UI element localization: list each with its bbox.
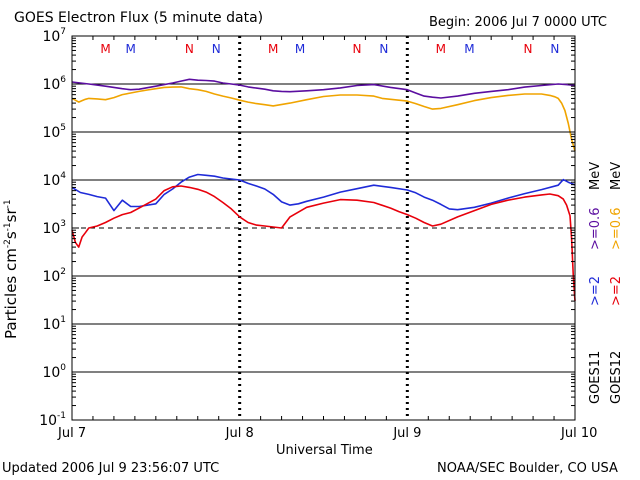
legend-ge2-text: >=2 bbox=[588, 275, 603, 306]
updated-timestamp: Updated 2006 Jul 9 23:56:07 UTC bbox=[2, 461, 220, 476]
y-tick-label: 104 bbox=[42, 171, 66, 189]
noon-midnight-marker: N bbox=[379, 42, 388, 56]
legend-goes12-ge06: >=0.6 bbox=[609, 207, 624, 250]
noon-midnight-marker: M bbox=[295, 42, 305, 56]
x-tick-label: Jul 9 bbox=[392, 426, 421, 441]
noon-midnight-marker: N bbox=[212, 42, 221, 56]
y-tick-label: 107 bbox=[42, 27, 66, 45]
legend-goes11-ge2: >=2 bbox=[588, 275, 603, 306]
legend-goes11-ge06: >=0.6 bbox=[588, 207, 603, 250]
y-axis-label: Particles cm-2s-1sr-1 bbox=[2, 199, 20, 339]
noon-midnight-marker: N bbox=[524, 42, 533, 56]
x-tick-label: Jul 7 bbox=[57, 426, 86, 441]
noon-midnight-marker: M bbox=[100, 42, 110, 56]
legend-mev-1: MeV bbox=[588, 161, 603, 190]
legend-sat-goes12: GOES12 bbox=[609, 350, 624, 404]
x-tick-label: Jul 10 bbox=[560, 426, 597, 441]
begin-date: Begin: 2006 Jul 7 0000 UTC bbox=[429, 15, 607, 30]
legend-goes12-ge2: >=2 bbox=[609, 275, 624, 306]
credit-text: NOAA/SEC Boulder, CO USA bbox=[437, 461, 618, 476]
y-tick-label: 100 bbox=[42, 363, 66, 381]
legend-sat-goes11: GOES11 bbox=[588, 350, 603, 404]
y-tick-label: 106 bbox=[42, 75, 66, 93]
noon-midnight-marker: M bbox=[464, 42, 474, 56]
noon-midnight-marker: N bbox=[185, 42, 194, 56]
y-tick-label: 105 bbox=[42, 123, 66, 141]
series-line bbox=[71, 86, 576, 152]
x-axis-label: Universal Time bbox=[276, 443, 373, 458]
legend-ge06-text-2: >=0.6 bbox=[609, 207, 624, 250]
noon-midnight-marker: M bbox=[126, 42, 136, 56]
legend-mev-2: MeV bbox=[609, 161, 624, 190]
y-tick-label: 102 bbox=[42, 267, 66, 285]
legend-ge06-text: >=0.6 bbox=[588, 207, 603, 250]
series-line bbox=[71, 185, 576, 302]
chart-title: GOES Electron Flux (5 minute data) bbox=[14, 10, 264, 26]
noon-midnight-marker: N bbox=[353, 42, 362, 56]
y-tick-label: 101 bbox=[42, 315, 66, 333]
series-line bbox=[71, 78, 576, 99]
x-tick-label: Jul 8 bbox=[225, 426, 254, 441]
y-tick-label: 103 bbox=[42, 219, 66, 237]
noon-midnight-marker: N bbox=[550, 42, 559, 56]
legend-ge2-text-2: >=2 bbox=[609, 275, 624, 306]
noon-midnight-marker: M bbox=[268, 42, 278, 56]
series-line bbox=[71, 173, 576, 212]
noon-midnight-marker: M bbox=[436, 42, 446, 56]
